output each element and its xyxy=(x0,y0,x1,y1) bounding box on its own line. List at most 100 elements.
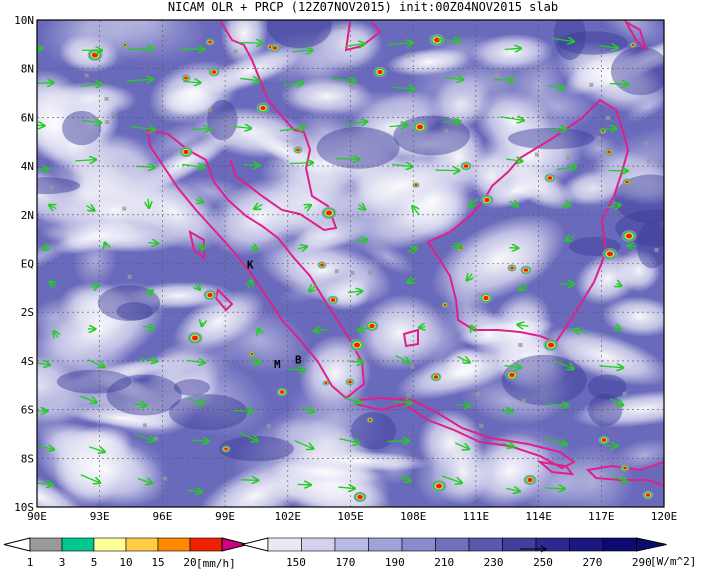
precip-heavy xyxy=(183,149,189,155)
precip-heavy xyxy=(625,180,629,184)
olr-deep-patch xyxy=(106,374,182,416)
olr-colorbar-segment xyxy=(401,537,436,552)
precip-heavy xyxy=(623,466,627,470)
wind-arrow xyxy=(292,50,312,52)
olr-cloud-patch xyxy=(575,252,640,305)
olr-cloud-patch xyxy=(37,467,89,507)
precip-colorbar-segment xyxy=(93,537,127,552)
wind-arrow xyxy=(196,285,200,289)
precip-heavy xyxy=(268,45,272,49)
lon-tick-label: 111E xyxy=(463,510,490,523)
precip-colorbar-label: 10 xyxy=(119,556,132,569)
wind-arrow xyxy=(37,48,43,50)
wind-arrow xyxy=(242,164,259,165)
olr-colorbar-label: 230 xyxy=(484,556,504,569)
malay-peninsula-coast xyxy=(220,21,338,232)
wind-arrow xyxy=(92,285,98,288)
precip-heavy xyxy=(330,298,336,302)
olr-colorbar: 150 170 190 210 230 250 270 290 [W/m^2] xyxy=(241,537,696,569)
wind-arrow xyxy=(251,246,257,250)
olr-deep-patch xyxy=(173,379,210,396)
wind-arrow xyxy=(506,488,519,491)
olr-cloud-patch xyxy=(37,85,89,162)
precip-trace xyxy=(406,53,411,58)
precip-heavy xyxy=(434,37,440,43)
precip-colorbar-label: 3 xyxy=(59,556,66,569)
wind-arrow xyxy=(105,243,107,248)
lat-tick-label: 10N xyxy=(14,14,34,27)
lon-tick-label: 114E xyxy=(525,510,552,523)
precip-heavy xyxy=(207,292,213,298)
precip-trace xyxy=(566,155,571,160)
lat-tick-label: 2S xyxy=(21,306,34,319)
precip-trace xyxy=(631,180,636,185)
precip-trace xyxy=(350,270,355,275)
wind-arrow xyxy=(441,475,462,483)
precip-trace xyxy=(49,185,54,190)
wind-arrow xyxy=(344,122,367,125)
olr-colorbar-segment xyxy=(301,537,336,552)
olr-colorbar-segment xyxy=(368,537,403,552)
wind-arrow xyxy=(89,447,104,452)
precipitation-cells xyxy=(49,24,659,503)
small-island-3 xyxy=(402,328,419,348)
wind-arrow xyxy=(437,40,460,41)
map-frame xyxy=(36,19,665,508)
wind-arrow xyxy=(49,205,56,209)
precip-heavy xyxy=(326,210,332,216)
olr-deep-patch xyxy=(37,177,81,195)
wind-arrow xyxy=(610,84,628,85)
precip-trace xyxy=(589,82,594,87)
precip-heavy xyxy=(250,352,254,356)
wind-arrow xyxy=(314,329,328,330)
precip-heavy xyxy=(601,438,607,442)
wind-arrow xyxy=(137,479,152,483)
precip-trace xyxy=(339,24,344,29)
wind-arrow xyxy=(202,322,203,326)
precip-heavy xyxy=(607,150,611,154)
wind-arrow xyxy=(502,443,513,447)
olr-deep-patch xyxy=(350,412,397,450)
wind-arrow xyxy=(566,236,575,241)
precip-colorbar-segment xyxy=(189,537,223,552)
olr-colorbar-segment xyxy=(334,537,369,552)
wind-arrow xyxy=(298,247,306,249)
precip-trace xyxy=(495,72,500,77)
olr-deep-patch xyxy=(614,174,664,224)
olr-unit: [W/m^2] xyxy=(650,555,696,568)
wind-arrow xyxy=(135,166,155,167)
olr-deep-patch xyxy=(553,20,586,61)
small-island-2 xyxy=(214,288,234,312)
olr-cloud-patch xyxy=(326,90,459,129)
wind-arrow xyxy=(392,164,412,166)
precip-trace xyxy=(622,391,627,396)
wind-arrow xyxy=(348,291,362,292)
precip-heavy xyxy=(417,124,423,130)
olr-cloud-patch xyxy=(269,459,382,486)
lat-tick-label: EQ xyxy=(21,258,34,271)
wind-arrow xyxy=(457,404,470,406)
wind-arrow xyxy=(545,438,566,445)
wind-arrow xyxy=(80,395,96,402)
wind-arrow xyxy=(519,285,529,291)
wind-arrow xyxy=(196,200,203,203)
madura-island xyxy=(536,460,575,476)
wind-arrow xyxy=(545,488,564,489)
wind-arrow xyxy=(336,158,359,159)
wind-arrow xyxy=(387,43,413,45)
wind-arrow xyxy=(254,204,263,208)
wind-arrow xyxy=(545,404,568,406)
precip-heavy xyxy=(123,43,127,47)
precip-heavy xyxy=(224,447,228,451)
olr-colorbar-label: 210 xyxy=(434,556,454,569)
olr-cloud-patch xyxy=(598,20,664,46)
place-label: K xyxy=(247,258,254,271)
wind-arrow xyxy=(551,38,574,41)
precip-heavy xyxy=(523,268,529,272)
wind-arrow xyxy=(181,164,204,167)
olr-deep-patch xyxy=(587,374,627,400)
olr-cloud-patch xyxy=(570,125,664,211)
wind-vectors xyxy=(37,38,636,491)
precip-unit: [mm/h] xyxy=(196,557,236,570)
